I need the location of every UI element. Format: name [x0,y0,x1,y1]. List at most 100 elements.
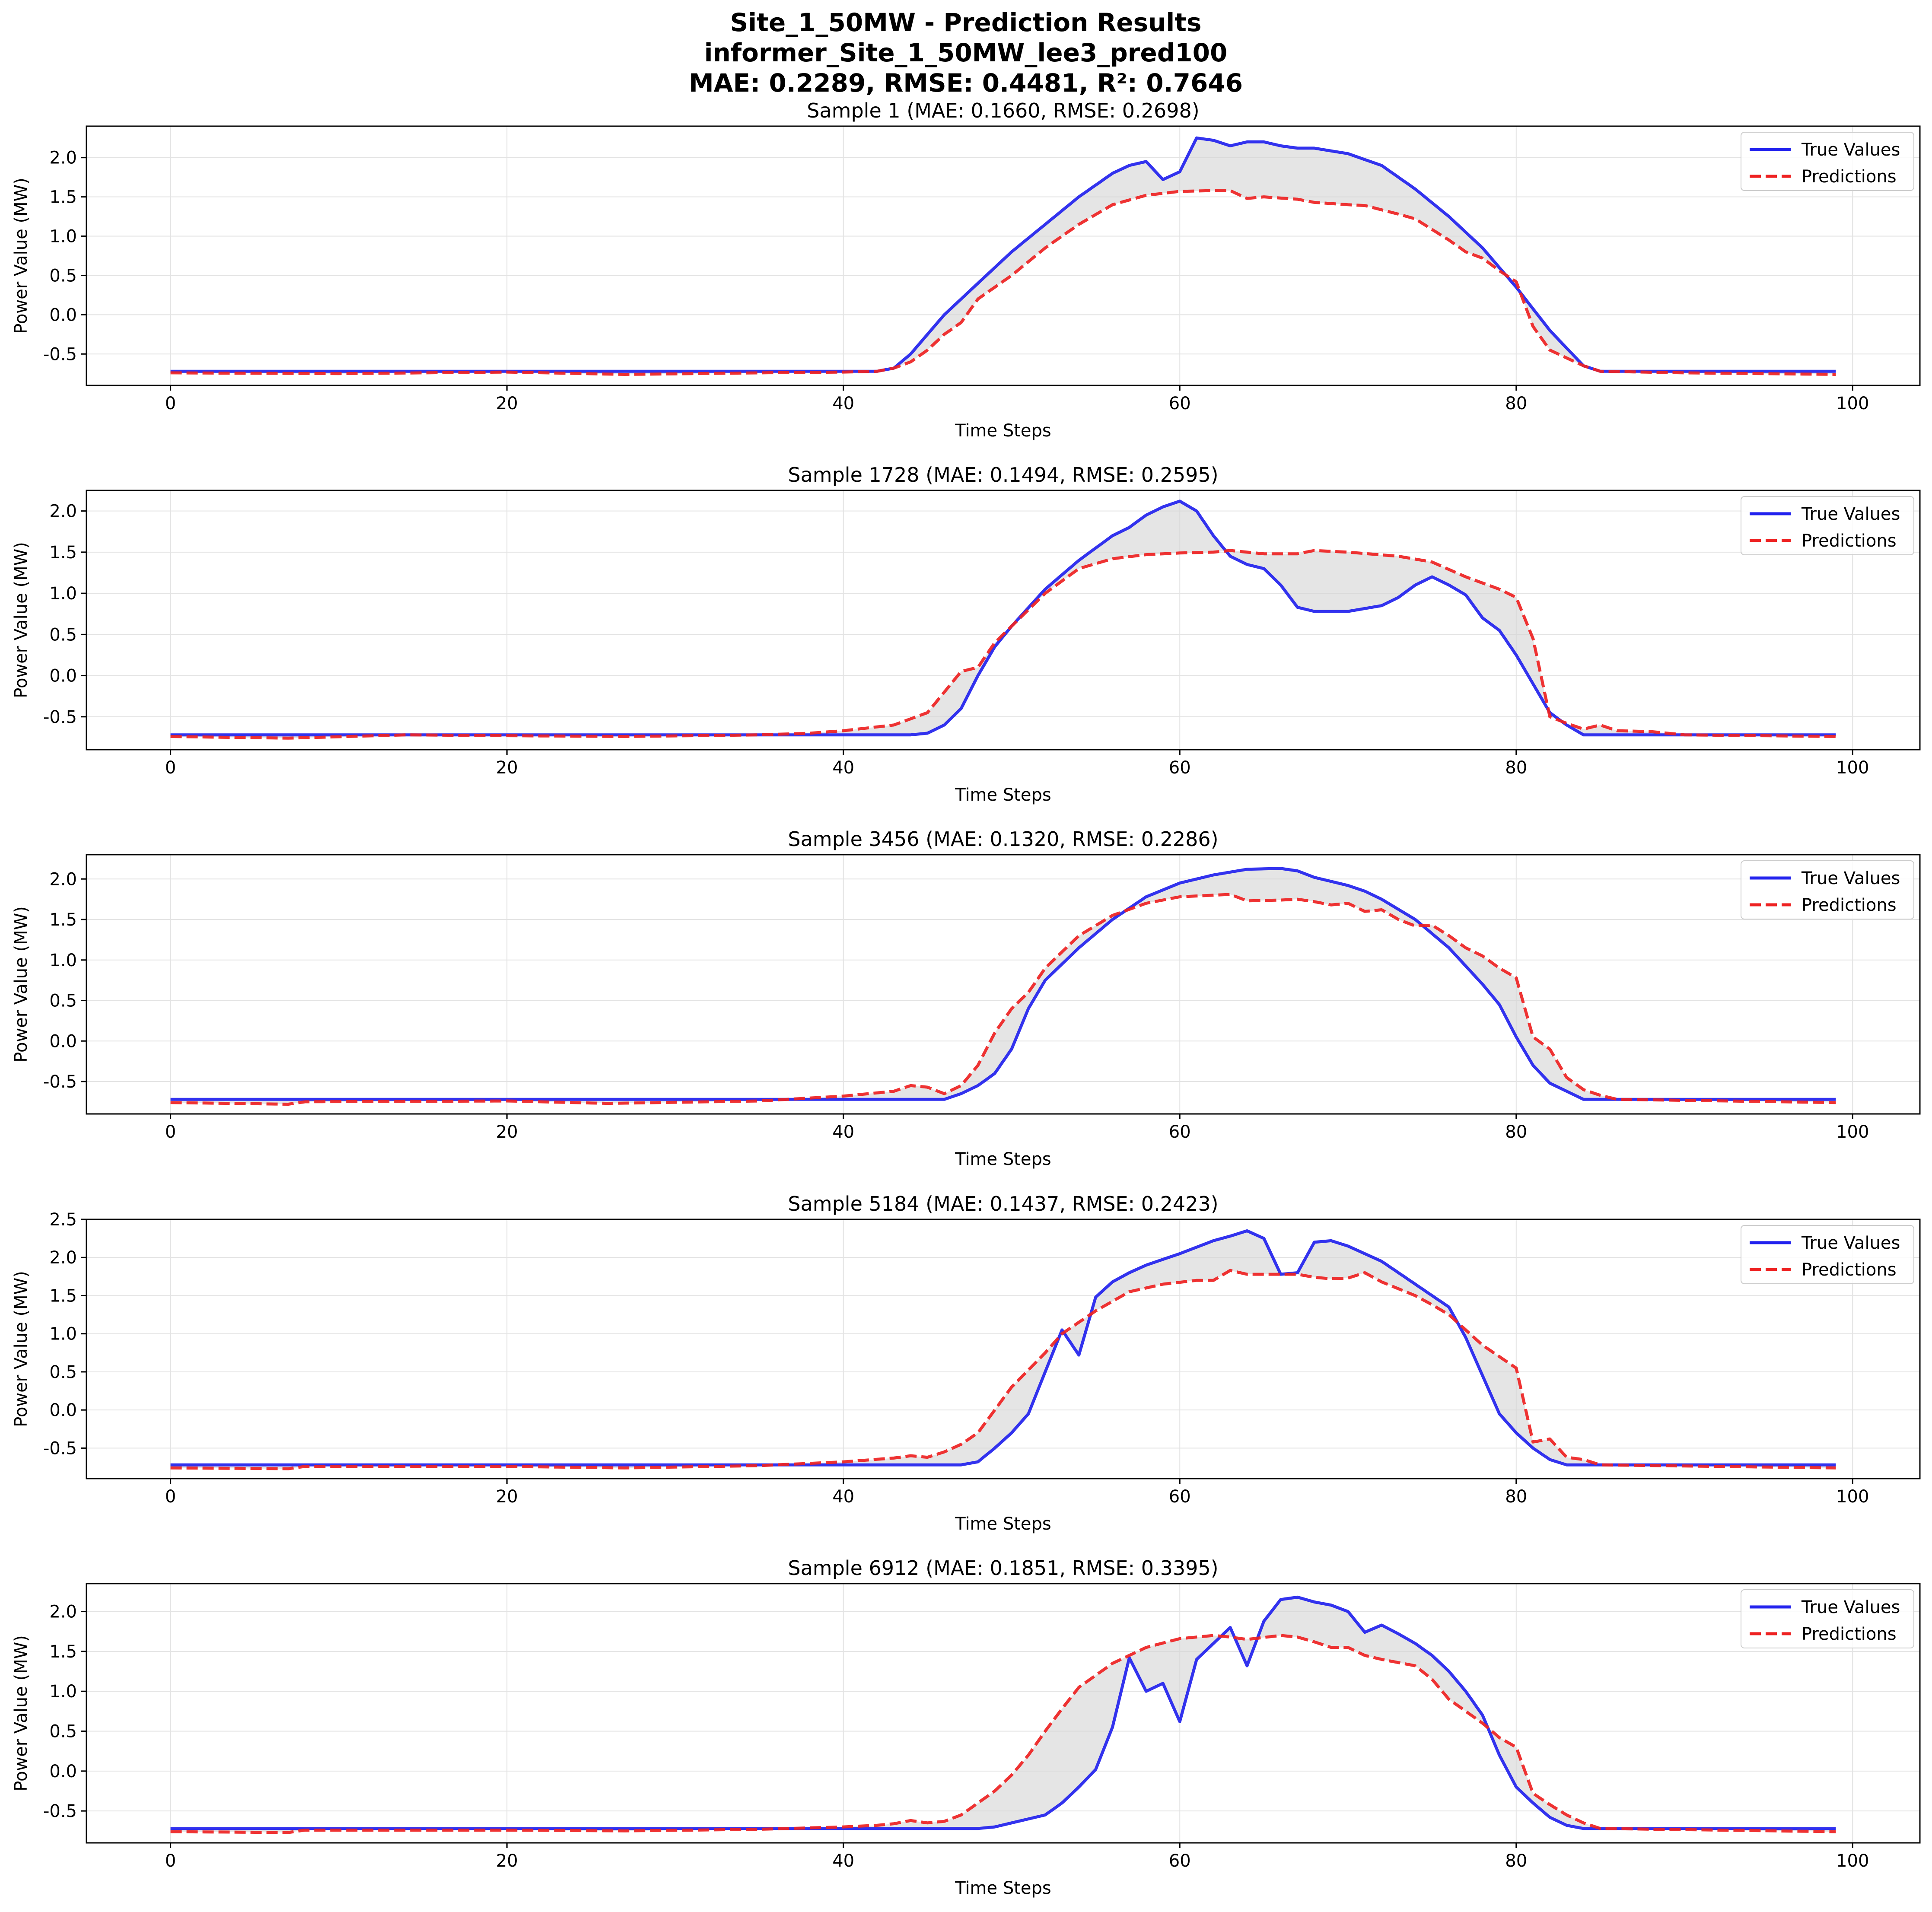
legend-label-predictions: Predictions [1802,1260,1897,1280]
y-axis-label: Power Value (MW) [11,178,31,334]
subplots: Sample 1 (MAE: 0.1660, RMSE: 0.2698) 0 20 4… [11,99,1921,1898]
series-line-predictions [170,1634,1836,1834]
y-tick-label: 1.5 [49,188,77,207]
subplot-title: Sample 6912 (MAE: 0.1851, RMSE: 0.3395) [788,1556,1218,1580]
x-tick-label: 60 [1169,394,1191,414]
series-line-true-values [170,867,1836,1101]
legend: True Values Predictions [1741,1589,1914,1648]
y-tick-label: 1.5 [49,910,77,930]
figure-title-line-2: informer_Site_1_50MW_lee3_pred100 [704,38,1228,67]
y-tick-label: 1.5 [49,1286,77,1306]
x-tick-label: 40 [832,394,854,414]
y-tick-label: 2.0 [49,869,77,889]
subplot-title: Sample 5184 (MAE: 0.1437, RMSE: 0.2423) [788,1192,1218,1215]
y-tick-label: 1.0 [49,584,77,604]
y-tick-label: -0.5 [43,1801,77,1821]
x-tick-label: 100 [1836,394,1869,414]
subplot-title: Sample 1728 (MAE: 0.1494, RMSE: 0.2595) [788,463,1218,487]
series-line-predictions [170,893,1836,1106]
x-tick-label: 20 [496,758,518,778]
x-tick-label: 60 [1169,1487,1191,1507]
x-tick-label: 20 [496,1122,518,1142]
x-tick-label: 80 [1505,1487,1527,1507]
subplot-2: Sample 1728 (MAE: 0.1494, RMSE: 0.2595) 0… [11,463,1921,805]
y-tick-label: 1.5 [49,543,77,563]
y-tick-label: 2.0 [49,1248,77,1268]
y-axis-label: Power Value (MW) [11,542,31,698]
y-tick-label: 1.5 [49,1642,77,1662]
x-tick-label: 0 [165,1487,176,1507]
x-tick-label: 40 [832,1122,854,1142]
y-tick-label: -0.5 [43,1438,77,1458]
x-tick-label: 100 [1836,758,1869,778]
subplot-3: Sample 3456 (MAE: 0.1320, RMSE: 0.2286) 0… [11,827,1921,1169]
legend-label-true-values: True Values [1801,504,1900,524]
y-tick-label: -0.5 [43,707,77,727]
error-fill-area [170,1231,1836,1469]
legend-label-true-values: True Values [1801,869,1900,888]
y-tick-label: 0.5 [49,991,77,1011]
y-tick-label: 0.0 [49,1031,77,1051]
x-tick-label: 60 [1169,1851,1191,1871]
y-tick-label: 2.0 [49,502,77,522]
error-fill-area [170,138,1836,375]
axes-frame [86,490,1921,751]
subplot-5: Sample 6912 (MAE: 0.1851, RMSE: 0.3395) 0… [11,1556,1921,1898]
x-tick-label: 20 [496,394,518,414]
x-tick-label: 40 [832,1487,854,1507]
axes-frame [86,1218,1921,1479]
x-tick-label: 100 [1836,1487,1869,1507]
y-tick-label: 2.0 [49,1602,77,1622]
x-tick-label: 60 [1169,1122,1191,1142]
legend-label-predictions: Predictions [1802,895,1897,915]
y-axis-label: Power Value (MW) [11,1635,31,1791]
y-tick-label: -0.5 [43,1072,77,1092]
legend-label-true-values: True Values [1801,140,1900,160]
series-line-true-values [170,1595,1836,1830]
x-axis-label: Time Steps [955,1514,1051,1534]
legend-label-true-values: True Values [1801,1233,1900,1253]
axes-frame [86,125,1921,386]
y-tick-label: 1.0 [49,1324,77,1344]
x-tick-label: 0 [165,394,176,414]
subplot-4: Sample 5184 (MAE: 0.1437, RMSE: 0.2423) 0… [11,1192,1921,1534]
x-tick-label: 20 [496,1851,518,1871]
y-tick-label: 0.5 [49,1722,77,1742]
x-tick-label: 80 [1505,1851,1527,1871]
y-axis-label: Power Value (MW) [11,1271,31,1427]
subplot-title: Sample 3456 (MAE: 0.1320, RMSE: 0.2286) [788,827,1218,851]
x-tick-label: 40 [832,1851,854,1871]
y-tick-label: 2.0 [49,148,77,168]
x-tick-label: 0 [165,1851,176,1871]
legend-label-predictions: Predictions [1802,167,1897,187]
axes-frame [86,1583,1921,1844]
series-line-predictions [170,1269,1836,1470]
x-tick-label: 20 [496,1487,518,1507]
y-tick-label: 0.5 [49,625,77,645]
x-axis-label: Time Steps [955,1149,1051,1169]
x-axis-label: Time Steps [955,1878,1051,1898]
x-tick-label: 80 [1505,394,1527,414]
x-axis-label: Time Steps [955,421,1051,441]
legend: True Values Predictions [1741,860,1914,919]
x-axis-label: Time Steps [955,785,1051,805]
figure-title-line-3: MAE: 0.2289, RMSE: 0.4481, R²: 0.7646 [689,68,1243,98]
y-tick-label: 2.5 [49,1210,77,1230]
y-tick-label: 0.5 [49,1362,77,1382]
y-tick-label: 1.0 [49,227,77,247]
x-tick-label: 80 [1505,758,1527,778]
y-tick-label: 0.0 [49,1400,77,1420]
x-tick-label: 0 [165,1122,176,1142]
y-tick-label: 0.0 [49,1762,77,1782]
series-line-predictions [170,189,1836,376]
axes-frame [86,854,1921,1115]
y-tick-label: 1.0 [49,1682,77,1702]
legend: True Values Predictions [1741,132,1914,191]
legend-label-predictions: Predictions [1802,531,1897,551]
y-tick-label: 1.0 [49,951,77,970]
error-fill-area [170,1597,1836,1832]
x-tick-label: 0 [165,758,176,778]
legend: True Values Predictions [1741,496,1914,555]
